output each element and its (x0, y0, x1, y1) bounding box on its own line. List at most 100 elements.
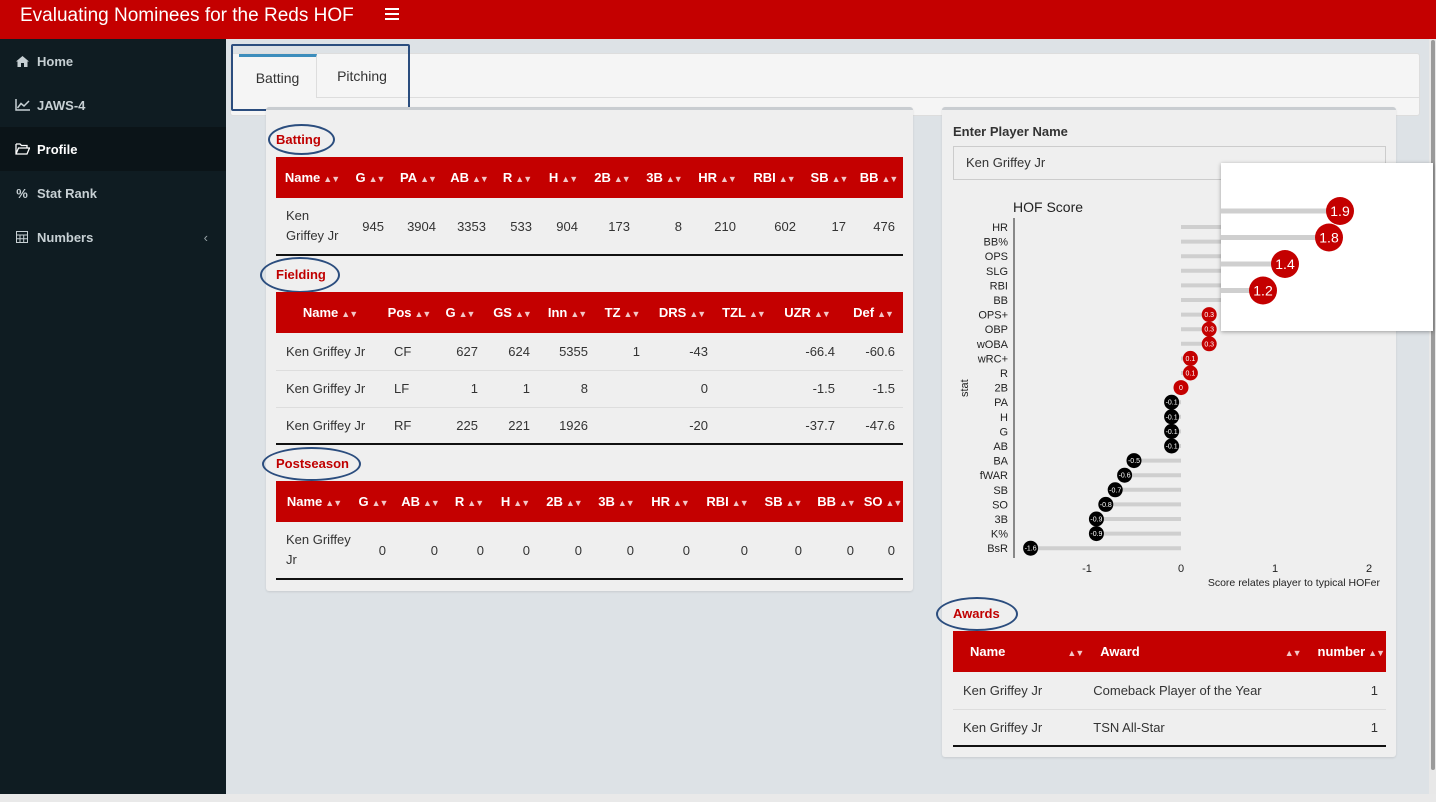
header-label: G (358, 494, 369, 509)
column-header[interactable]: AB ▲▼ (394, 481, 446, 522)
sort-icon: ▲▼ (570, 309, 587, 319)
y-tick-label: wRC+ (977, 353, 1008, 365)
column-header[interactable]: Award ▲▼ (1083, 631, 1302, 672)
header-label: Award (1100, 644, 1140, 659)
header-label: DRS (658, 305, 687, 320)
zoom-point (1315, 223, 1343, 252)
sort-icon: ▲▼ (689, 309, 706, 319)
tab-pitching[interactable]: Pitching (323, 54, 401, 98)
column-header[interactable]: TZL ▲▼ (716, 292, 771, 333)
sidebar-toggle-icon[interactable] (385, 8, 399, 20)
sort-icon: ▲▼ (515, 174, 532, 184)
column-header[interactable]: G ▲▼ (434, 292, 486, 333)
tab-label: Pitching (337, 68, 387, 84)
scrollbar-thumb[interactable] (1431, 40, 1435, 770)
column-header[interactable]: SB ▲▼ (804, 157, 854, 198)
sort-icon: ▲▼ (422, 498, 440, 508)
column-header[interactable]: SO ▲▼ (862, 481, 903, 522)
line-chart-icon (14, 99, 30, 111)
column-header[interactable]: TZ ▲▼ (596, 292, 648, 333)
y-tick-label: 3B (995, 514, 1008, 526)
table-row: Ken Griffey Jr CF 627 624 5355 1 -43 -66… (276, 333, 903, 370)
column-header[interactable]: Name ▲▼ (953, 631, 1084, 672)
table-cell: 225 (456, 417, 478, 433)
column-header[interactable]: HR ▲▼ (642, 481, 698, 522)
column-header[interactable]: 2B ▲▼ (586, 157, 638, 198)
lollipop-point (1023, 540, 1039, 556)
sidebar-item-label: Profile (37, 141, 78, 157)
column-header[interactable]: H ▲▼ (540, 157, 586, 198)
lollipop-point (1088, 526, 1104, 542)
header-label: GS (493, 305, 512, 320)
header-label: RBI (753, 170, 776, 185)
table-row: Ken Griffey Jr 945 3904 3353 533 904 173… (276, 198, 903, 255)
column-header[interactable]: RBI ▲▼ (744, 157, 804, 198)
horizontal-scrollbar[interactable] (0, 794, 1436, 802)
column-header[interactable]: Name ▲▼ (276, 292, 384, 333)
column-header[interactable]: Pos ▲▼ (384, 292, 434, 333)
column-header[interactable]: R ▲▼ (494, 157, 540, 198)
column-header[interactable]: Name ▲▼ (276, 481, 352, 522)
y-tick-label: RBI (990, 280, 1008, 292)
column-header[interactable]: SB ▲▼ (756, 481, 810, 522)
x-tick-label: -1 (1082, 563, 1092, 575)
data-label: -1.6 (1025, 546, 1037, 553)
data-label: 0.3 (1204, 312, 1214, 319)
sidebar-item-home[interactable]: Home (0, 39, 226, 83)
table-cell-number: 1 (1370, 682, 1378, 698)
table-cell: 5355 (559, 343, 588, 359)
sidebar-item-numbers[interactable]: Numbers ‹ (0, 215, 226, 259)
sort-icon: ▲▼ (341, 309, 358, 319)
sidebar-item-stat-rank[interactable]: % Stat Rank (0, 171, 226, 215)
column-header[interactable]: RBI ▲▼ (698, 481, 756, 522)
table-cell-award: Comeback Player of the Year (1093, 682, 1262, 698)
column-header[interactable]: 3B ▲▼ (638, 157, 690, 198)
column-header[interactable]: Name ▲▼ (276, 157, 348, 198)
chevron-left-icon: ‹ (203, 229, 208, 245)
sidebar-item-jaws4[interactable]: JAWS-4 (0, 83, 226, 127)
column-header[interactable]: BB ▲▼ (810, 481, 862, 522)
tab-batting[interactable]: Batting (239, 54, 317, 98)
table-cell: 3904 (407, 218, 436, 234)
header-label: BB (859, 170, 879, 185)
percent-icon: % (16, 185, 28, 201)
header-label: R (454, 494, 465, 509)
data-label: -0.6 (1119, 473, 1131, 480)
sort-icon: ▲▼ (514, 309, 532, 319)
column-header[interactable]: DRS ▲▼ (648, 292, 716, 333)
column-header[interactable]: UZR ▲▼ (771, 292, 843, 333)
header-label: Inn (547, 305, 568, 320)
zoom-inset: 1.9 1.8 1.4 1.2 (1221, 163, 1433, 331)
table-cell: 0 (574, 542, 582, 558)
y-tick-label: R (1000, 368, 1008, 380)
column-header[interactable]: Inn ▲▼ (538, 292, 596, 333)
column-header[interactable]: 3B ▲▼ (590, 481, 642, 522)
table-cell: 0 (794, 542, 802, 558)
data-label: -0.9 (1090, 531, 1102, 538)
header-label: Def (853, 305, 875, 320)
column-header[interactable]: AB ▲▼ (444, 157, 494, 198)
lollipop-point (1173, 380, 1189, 396)
sort-icon: ▲▼ (665, 174, 683, 184)
table-cell: 0 (700, 381, 708, 396)
column-header[interactable]: G ▲▼ (348, 157, 392, 198)
sidebar-item-profile[interactable]: Profile (0, 127, 226, 171)
table-cell-name: Ken Griffey Jr (286, 532, 351, 567)
column-header[interactable]: PA ▲▼ (392, 157, 444, 198)
table-cell (596, 370, 648, 407)
sort-icon: ▲▼ (1368, 648, 1385, 658)
column-header[interactable]: number ▲▼ (1300, 631, 1386, 672)
column-header[interactable]: H ▲▼ (492, 481, 538, 522)
column-header[interactable]: BB ▲▼ (854, 157, 903, 198)
lollipop-point (1164, 394, 1180, 410)
chart-x-label: Score relates player to typical HOFer (1208, 577, 1381, 589)
column-header[interactable]: HR ▲▼ (690, 157, 744, 198)
table-cell: 624 (508, 343, 530, 359)
column-header[interactable]: GS ▲▼ (486, 292, 538, 333)
column-header[interactable]: G ▲▼ (352, 481, 394, 522)
table-cell: -43 (689, 343, 708, 359)
table-cell-award: TSN All-Star (1093, 719, 1165, 735)
column-header[interactable]: Def ▲▼ (843, 292, 903, 333)
column-header[interactable]: R ▲▼ (446, 481, 492, 522)
column-header[interactable]: 2B ▲▼ (538, 481, 590, 522)
